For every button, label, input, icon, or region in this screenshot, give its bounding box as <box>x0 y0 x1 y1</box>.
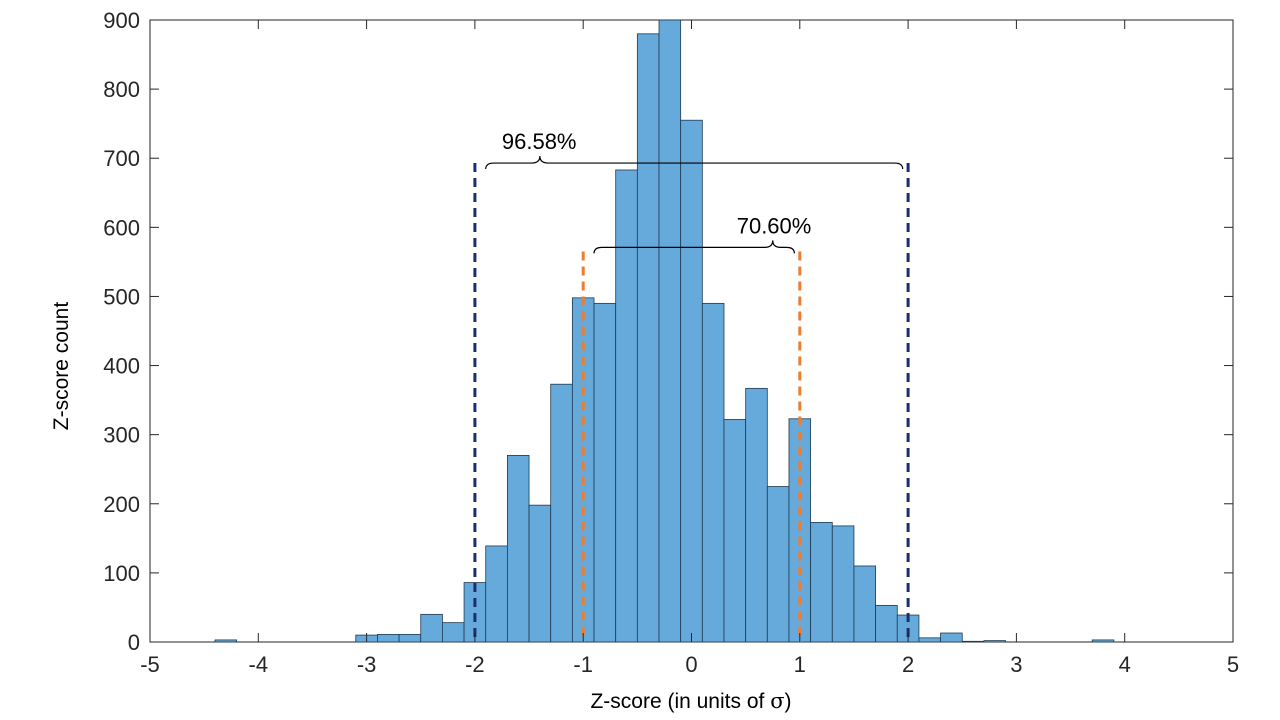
x-tick-label: 1 <box>794 652 806 677</box>
x-tick-label: 5 <box>1227 652 1239 677</box>
x-tick-label: -4 <box>249 652 269 677</box>
y-tick-label: 600 <box>103 215 140 240</box>
y-tick-label: 0 <box>128 630 140 655</box>
y-tick-label: 200 <box>103 492 140 517</box>
histogram-bar <box>875 604 898 643</box>
histogram-bar <box>398 633 422 643</box>
y-axis-label: Z-score count <box>50 302 73 431</box>
x-tick-label: 2 <box>902 652 914 677</box>
histogram-bar <box>810 522 833 643</box>
x-tick-label: -1 <box>573 652 593 677</box>
brace-two-sigma <box>485 156 904 170</box>
histogram-bar <box>701 302 725 643</box>
y-tick-label: 900 <box>103 8 140 33</box>
histogram-bar <box>593 302 617 643</box>
y-tick-label: 100 <box>103 561 140 586</box>
histogram-bar <box>983 640 1006 643</box>
x-tick-label: 3 <box>1010 652 1022 677</box>
sigma-lines <box>473 163 910 642</box>
histogram-bar <box>831 525 855 643</box>
histogram-bar <box>528 504 552 643</box>
histogram-bar <box>442 622 465 643</box>
y-tick-label: 300 <box>103 423 140 448</box>
histogram-bar <box>636 33 660 643</box>
x-tick-label: -2 <box>465 652 485 677</box>
histogram-bar <box>940 632 963 643</box>
x-axis: -5 -4 -3 -2 -1 0 1 2 3 4 5 <box>140 20 1239 677</box>
histogram-bar <box>485 545 508 643</box>
histogram-bar <box>658 19 682 643</box>
histogram-bar <box>766 486 790 643</box>
histogram-bar <box>723 419 747 643</box>
histogram-bar <box>506 454 530 643</box>
percentage-braces: 96.58% 70.60% <box>485 129 904 254</box>
y-tick-label: 700 <box>103 146 140 171</box>
histogram-bar <box>214 639 238 643</box>
histogram-bar <box>961 640 985 643</box>
histogram-bars <box>214 19 1115 643</box>
histogram-bar <box>550 383 573 643</box>
percentage-label: 70.60% <box>737 213 812 238</box>
histogram-bar <box>377 633 400 643</box>
histogram-bar <box>615 169 638 643</box>
x-tick-label: -3 <box>357 652 377 677</box>
histogram-bar <box>918 637 941 643</box>
brace-one-sigma <box>593 240 795 254</box>
x-tick-label: 0 <box>685 652 697 677</box>
histogram-bar <box>745 387 768 643</box>
y-tick-label: 500 <box>103 284 140 309</box>
percentage-label: 96.58% <box>502 129 577 154</box>
y-axis: 0 100 200 300 400 500 600 700 800 900 <box>103 8 1233 655</box>
y-tick-label: 800 <box>103 77 140 102</box>
x-tick-label: 4 <box>1119 652 1131 677</box>
y-tick-label: 400 <box>103 354 140 379</box>
histogram-bar <box>1091 639 1115 643</box>
histogram-bar <box>680 119 703 643</box>
x-axis-label: Z-score (in units of σ) <box>590 689 791 713</box>
x-tick-label: -5 <box>140 652 160 677</box>
histogram-bar <box>420 613 443 643</box>
histogram-bar <box>853 565 877 643</box>
